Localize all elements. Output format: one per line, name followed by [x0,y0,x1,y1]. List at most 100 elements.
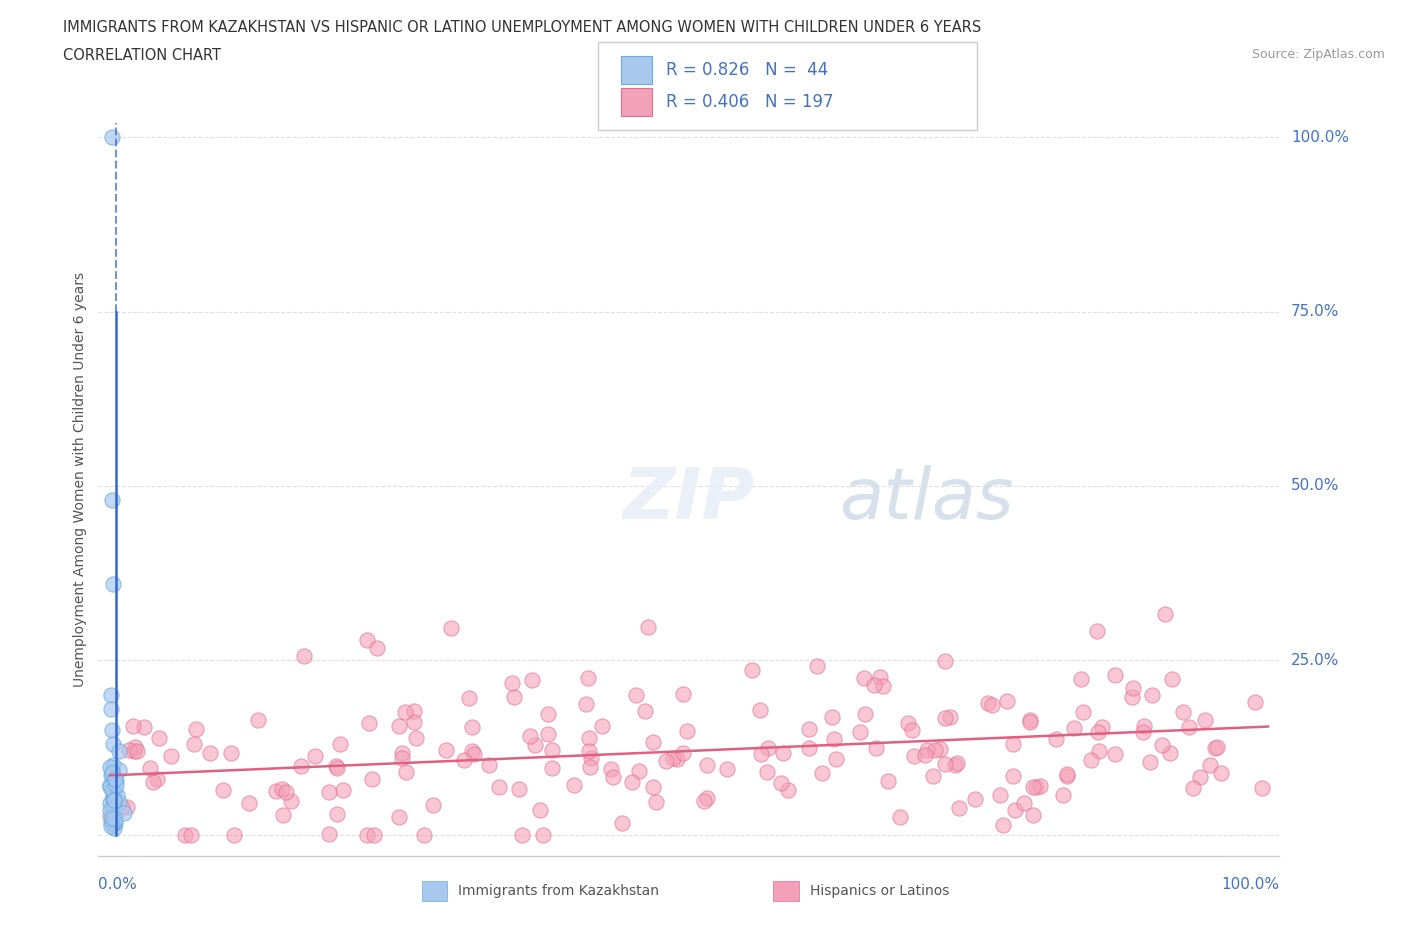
Point [332,783,354,798]
Point [103,809,125,824]
Point [1171,705,1194,720]
Point [915,743,938,758]
Point [100,493,122,508]
Point [461,744,484,759]
Point [1139,754,1161,769]
Point [98,779,121,794]
Point [869,670,891,684]
Point [103,792,125,807]
Point [402,704,425,719]
Point [357,716,380,731]
Point [98,803,121,817]
Point [578,743,600,758]
Point [643,735,665,750]
Point [863,678,886,693]
Point [98,777,121,792]
Point [356,828,378,843]
Point [1121,690,1143,705]
Point [578,731,600,746]
Point [271,782,294,797]
Text: 25.0%: 25.0% [1291,653,1340,668]
Point [865,740,887,755]
Point [100,702,122,717]
Point [537,706,560,721]
Point [1204,740,1226,755]
Point [995,694,1018,709]
Point [363,828,385,843]
Point [329,737,352,751]
Point [108,794,131,809]
Point [1189,769,1212,784]
Point [741,662,763,677]
Point [876,774,898,789]
Point [696,758,718,773]
Point [575,697,598,711]
Text: Immigrants from Kazakhstan: Immigrants from Kazakhstan [458,884,659,898]
Point [413,828,436,843]
Point [1091,720,1114,735]
Point [929,742,952,757]
Point [391,751,413,765]
Point [134,720,156,735]
Point [988,788,1011,803]
Point [1012,795,1035,810]
Point [1056,769,1078,784]
Point [100,764,122,778]
Point [101,792,124,807]
Text: R = 0.406   N = 197: R = 0.406 N = 197 [666,93,834,112]
Point [118,742,141,757]
Point [520,672,543,687]
Point [645,795,668,810]
Point [716,762,738,777]
Text: Hispanics or Latinos: Hispanics or Latinos [810,884,949,898]
Point [103,801,125,816]
Point [394,704,416,719]
Point [101,788,124,803]
Point [440,620,463,635]
Point [1153,607,1175,622]
Point [391,746,413,761]
Point [325,759,347,774]
Point [897,715,920,730]
Point [238,796,260,811]
Point [676,724,699,738]
Point [101,783,124,798]
Point [105,777,128,792]
Point [366,640,388,655]
Point [501,676,523,691]
Point [661,751,683,765]
Point [1063,721,1085,736]
Point [387,809,409,824]
Point [537,726,560,741]
Point [1029,778,1052,793]
Point [318,827,340,842]
Point [1085,623,1108,638]
Point [478,758,501,773]
Point [1080,752,1102,767]
Point [591,718,613,733]
Point [101,757,124,772]
Point [122,719,145,734]
Point [903,749,925,764]
Point [198,745,221,760]
Point [179,828,201,843]
Point [1205,739,1227,754]
Point [621,775,644,790]
Point [672,686,695,701]
Point [453,752,475,767]
Text: 0.0%: 0.0% [98,876,138,892]
Point [1182,780,1205,795]
Point [292,648,315,663]
Point [101,130,124,145]
Point [1088,744,1111,759]
Point [356,632,378,647]
Point [1045,732,1067,747]
Point [1161,671,1184,686]
Point [914,748,936,763]
Point [1178,720,1201,735]
Point [101,810,124,825]
Point [811,766,834,781]
Point [104,816,127,830]
Point [529,803,551,817]
Point [981,698,1004,712]
